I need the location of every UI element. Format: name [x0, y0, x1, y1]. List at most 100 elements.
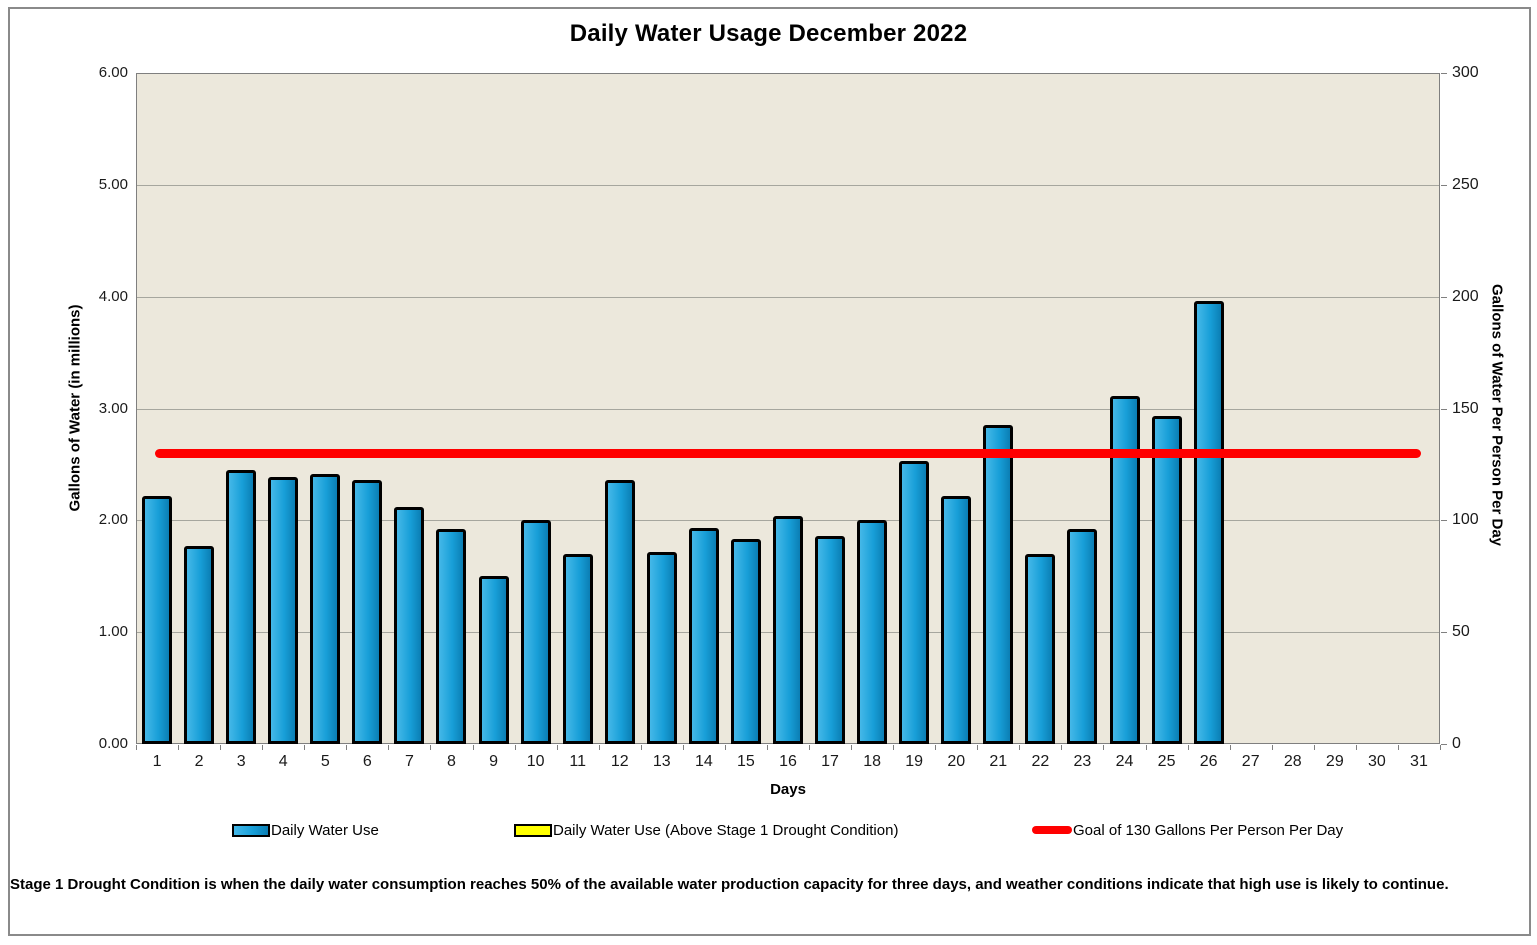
x-axis-tick-mark	[1061, 745, 1063, 750]
footnote-text: Stage 1 Drought Condition is when the da…	[10, 876, 1449, 893]
bar-day-4	[268, 476, 299, 744]
x-axis-day-label: 2	[194, 753, 204, 770]
bar-day-8	[436, 529, 467, 744]
x-axis-tick-mark	[640, 745, 642, 750]
legend-swatch-red-line	[1032, 826, 1072, 834]
left-axis-tick-label: 4.00	[98, 287, 128, 305]
x-axis-day-label: 17	[821, 753, 839, 770]
left-axis-tick-label: 3.00	[98, 399, 128, 417]
legend-label: Daily Water Use (Above Stage 1 Drought C…	[553, 821, 899, 839]
left-axis-tick-label: 2.00	[98, 511, 128, 529]
right-axis-tick-label: 250	[1452, 175, 1479, 193]
right-axis-tick-label: 50	[1452, 623, 1470, 641]
gridline	[137, 296, 1439, 298]
x-axis-tick-mark	[682, 745, 684, 750]
x-axis-day-label: 31	[1410, 753, 1428, 770]
left-axis-tick-label: 1.00	[98, 623, 128, 641]
left-axis-tick-label: 5.00	[98, 175, 128, 193]
x-axis-tick-mark	[136, 745, 137, 750]
bar-day-23	[1067, 529, 1098, 744]
x-axis-day-label: 8	[447, 753, 456, 770]
x-axis-day-label: 24	[1115, 753, 1134, 770]
bar-day-5	[310, 474, 341, 744]
bar-day-3	[226, 470, 257, 744]
x-axis-tick-mark	[1355, 745, 1357, 750]
legend-label: Goal of 130 Gallons Per Person Per Day	[1073, 821, 1344, 839]
x-axis-day-label: 29	[1325, 753, 1344, 770]
bar-day-22	[1025, 553, 1056, 744]
x-axis-day-label: 5	[320, 753, 330, 770]
legend-item-above-drought: Daily Water Use (Above Stage 1 Drought C…	[514, 821, 898, 839]
x-axis-tick-mark	[893, 745, 895, 750]
right-axis-tick-mark	[1441, 73, 1447, 74]
x-axis-day-label: 27	[1241, 753, 1260, 770]
outer-frame	[8, 7, 1531, 936]
x-axis-day-label: 23	[1073, 753, 1092, 770]
right-axis-tick-mark	[1441, 520, 1447, 522]
x-axis-title: Days	[770, 781, 806, 798]
chart-title: Daily Water Usage December 2022	[569, 20, 968, 47]
x-axis-day-label: 7	[404, 753, 414, 770]
x-axis-day-label: 20	[947, 753, 966, 770]
bar-day-2	[184, 546, 215, 744]
right-axis-tick-mark	[1441, 184, 1447, 186]
legend-swatch-blue-bar	[232, 823, 270, 837]
x-axis-tick-mark	[262, 745, 264, 750]
bar-day-1	[142, 495, 173, 744]
x-axis-tick-mark	[514, 745, 516, 750]
bar-day-17	[815, 535, 846, 744]
bar-day-26	[1193, 301, 1224, 744]
x-axis-day-label: 18	[863, 753, 882, 770]
goal-line	[155, 448, 1421, 458]
x-axis-tick-mark	[1229, 745, 1231, 750]
x-axis-day-label: 11	[569, 753, 586, 770]
right-axis-tick-mark	[1441, 408, 1447, 410]
x-axis-day-label: 6	[362, 753, 372, 770]
x-axis-tick-mark	[472, 745, 474, 750]
right-axis-tick-label: 200	[1452, 287, 1479, 305]
bar-day-20	[941, 495, 972, 744]
right-axis-tick-label: 0	[1452, 735, 1461, 752]
x-axis-day-label: 10	[526, 753, 545, 770]
x-axis-tick-mark	[1271, 745, 1273, 750]
x-axis-tick-mark	[1019, 745, 1021, 750]
bar-day-12	[604, 480, 635, 744]
right-axis-tick-label: 300	[1452, 64, 1479, 81]
right-axis-tick-label: 150	[1452, 399, 1479, 417]
bar-day-15	[730, 539, 761, 744]
x-axis-tick-mark	[1397, 745, 1399, 750]
bar-day-16	[773, 515, 803, 744]
x-axis-day-label: 14	[694, 753, 713, 770]
x-axis-day-label: 26	[1199, 753, 1218, 770]
x-axis-day-label: 1	[152, 753, 162, 770]
x-axis-tick-mark	[304, 745, 306, 750]
x-axis-day-label: 16	[779, 753, 797, 770]
x-axis-day-label: 15	[737, 753, 755, 770]
x-axis-tick-mark	[1145, 745, 1147, 750]
x-axis-tick-mark	[220, 745, 222, 750]
x-axis-day-label: 25	[1157, 753, 1176, 770]
x-axis-tick-mark	[935, 745, 937, 750]
bar-day-14	[688, 528, 719, 744]
x-axis-day-label: 9	[489, 753, 498, 770]
gridline	[137, 408, 1439, 410]
x-axis-tick-mark	[977, 745, 979, 750]
left-axis-title: Gallons of Water (in millions)	[66, 304, 84, 512]
bar-day-10	[520, 520, 551, 744]
x-axis-day-label: 4	[278, 753, 288, 770]
right-axis-tick-mark	[1441, 632, 1447, 634]
x-axis-tick-mark	[598, 745, 600, 750]
left-axis-tick-label: 0.00	[98, 735, 128, 752]
right-axis-title: Gallons of Water Per Person Per Day	[1488, 283, 1506, 547]
x-axis-tick-mark	[1187, 745, 1189, 750]
x-axis-tick-mark	[851, 745, 853, 750]
x-axis-tick-mark	[1313, 745, 1315, 750]
x-axis-day-label: 22	[1031, 753, 1050, 770]
x-axis-tick-mark	[1440, 745, 1441, 750]
x-axis-day-label: 3	[236, 753, 246, 770]
right-axis-tick-mark	[1441, 744, 1447, 745]
x-axis-tick-mark	[388, 745, 390, 750]
x-axis-day-label: 12	[610, 753, 629, 770]
x-axis-day-label: 28	[1283, 753, 1302, 770]
